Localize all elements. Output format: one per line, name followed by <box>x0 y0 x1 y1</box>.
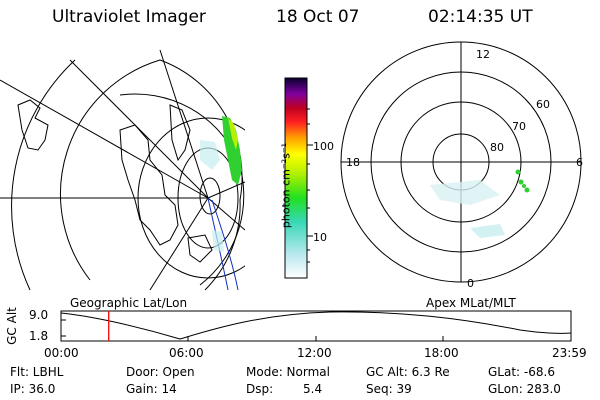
mlt-label-12: 12 <box>476 48 490 61</box>
status-mode: Mode: Normal <box>246 365 330 379</box>
altitude-xtick-0000: 00:00 <box>44 346 79 360</box>
altitude-xtick-1200: 12:00 <box>297 346 332 360</box>
altitude-plot <box>60 310 572 342</box>
status-glon: GLon: 283.0 <box>488 382 561 396</box>
status-glat: GLat: -68.6 <box>488 365 555 379</box>
mlat-label-80: 80 <box>490 141 504 154</box>
mlat-label-70: 70 <box>512 120 526 133</box>
polar-emission <box>430 169 530 238</box>
status-gain: Gain: 14 <box>126 382 177 396</box>
left-panel-caption: Geographic Lat/Lon <box>70 296 188 310</box>
altitude-xtick-1800: 18:00 <box>424 346 459 360</box>
altitude-ytick-high: 9.0 <box>29 308 49 322</box>
status-dsp-value: 5.4 <box>303 382 323 396</box>
altitude-xtick-0600: 06:00 <box>169 346 204 360</box>
mlat-label-60: 60 <box>536 98 550 111</box>
instrument-title: Ultraviolet Imager <box>52 7 206 27</box>
colorbar <box>284 77 313 279</box>
mlt-label-6: 6 <box>576 156 583 169</box>
status-ip: IP: 36.0 <box>10 382 56 396</box>
colorbar-unit-label: photon cm⁻²s⁻¹ <box>279 142 293 229</box>
mlt-label-18: 18 <box>346 156 360 169</box>
altitude-xtick-2359: 23:59 <box>552 346 587 360</box>
status-dsp-label: Dsp: <box>246 382 274 396</box>
status-gc-altitude: GC Alt: 6.3 Re <box>366 365 450 379</box>
colorbar-tick-100: 100 <box>313 140 334 153</box>
mlt-label-0: 0 <box>467 277 474 290</box>
right-panel-caption: Apex MLat/MLT <box>426 296 516 310</box>
status-filter: Flt: LBHL <box>10 365 64 379</box>
status-door: Door: Open <box>126 365 195 379</box>
altitude-ylabel: GC Alt <box>5 307 19 345</box>
altitude-ytick-low: 1.8 <box>29 329 49 343</box>
polar-plot <box>340 41 582 283</box>
status-seq: Seq: 39 <box>366 382 412 396</box>
aurora-oval-emission <box>200 116 242 252</box>
colorbar-tick-10: 10 <box>313 231 327 244</box>
date-label: 18 Oct 07 <box>276 7 360 27</box>
time-label: 02:14:35 UT <box>428 7 533 27</box>
